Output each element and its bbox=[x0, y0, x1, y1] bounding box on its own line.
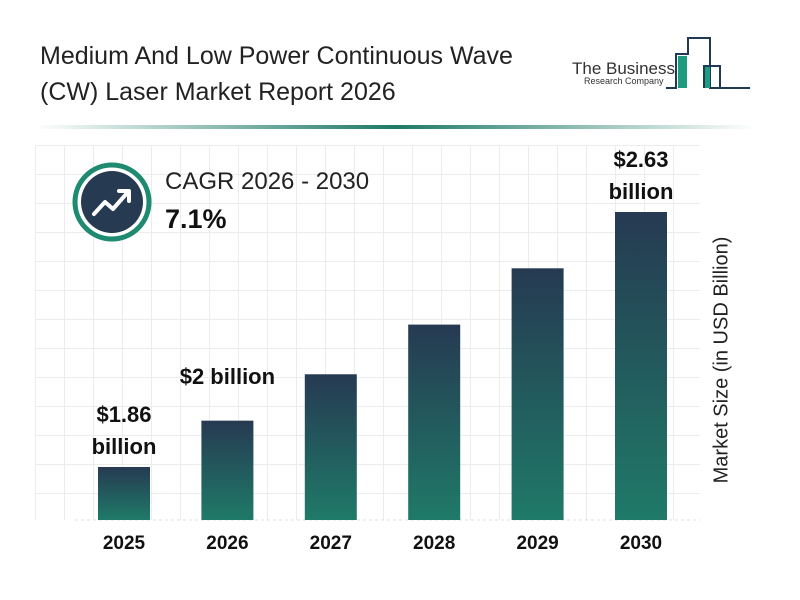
cagr-value: 7.1% bbox=[165, 204, 227, 234]
bar-2029 bbox=[511, 268, 564, 520]
trending-up-icon bbox=[72, 162, 152, 242]
bar-2028 bbox=[408, 324, 461, 520]
y-axis-label: Market Size (in USD Billion) bbox=[710, 236, 733, 484]
x-tick-label: 2028 bbox=[413, 533, 456, 554]
bar-2027 bbox=[304, 374, 357, 520]
bar-2030 bbox=[615, 212, 667, 520]
data-label-2026: $2 billion bbox=[179, 363, 276, 389]
logo-text-line2: Research Company bbox=[584, 76, 664, 86]
data-label-2030: $2.63 billion bbox=[608, 147, 674, 204]
company-logo: The Business Research Company bbox=[572, 37, 750, 89]
logo-text-line1: The Business bbox=[572, 59, 675, 78]
divider bbox=[35, 125, 755, 129]
cagr-label: CAGR 2026 - 2030 bbox=[165, 168, 370, 195]
page-title: Medium And Low Power Continuous Wave (CW… bbox=[40, 42, 513, 106]
x-tick-label: 2030 bbox=[619, 533, 663, 554]
x-tick-label: 2027 bbox=[309, 533, 352, 554]
bar-2026 bbox=[201, 420, 254, 520]
x-tick-label: 2025 bbox=[102, 533, 146, 554]
x-tick-label: 2026 bbox=[206, 533, 249, 554]
data-label-2025: $1.86 billion bbox=[91, 402, 157, 459]
bar-2025 bbox=[98, 467, 150, 520]
x-tick-label: 2029 bbox=[516, 533, 559, 554]
